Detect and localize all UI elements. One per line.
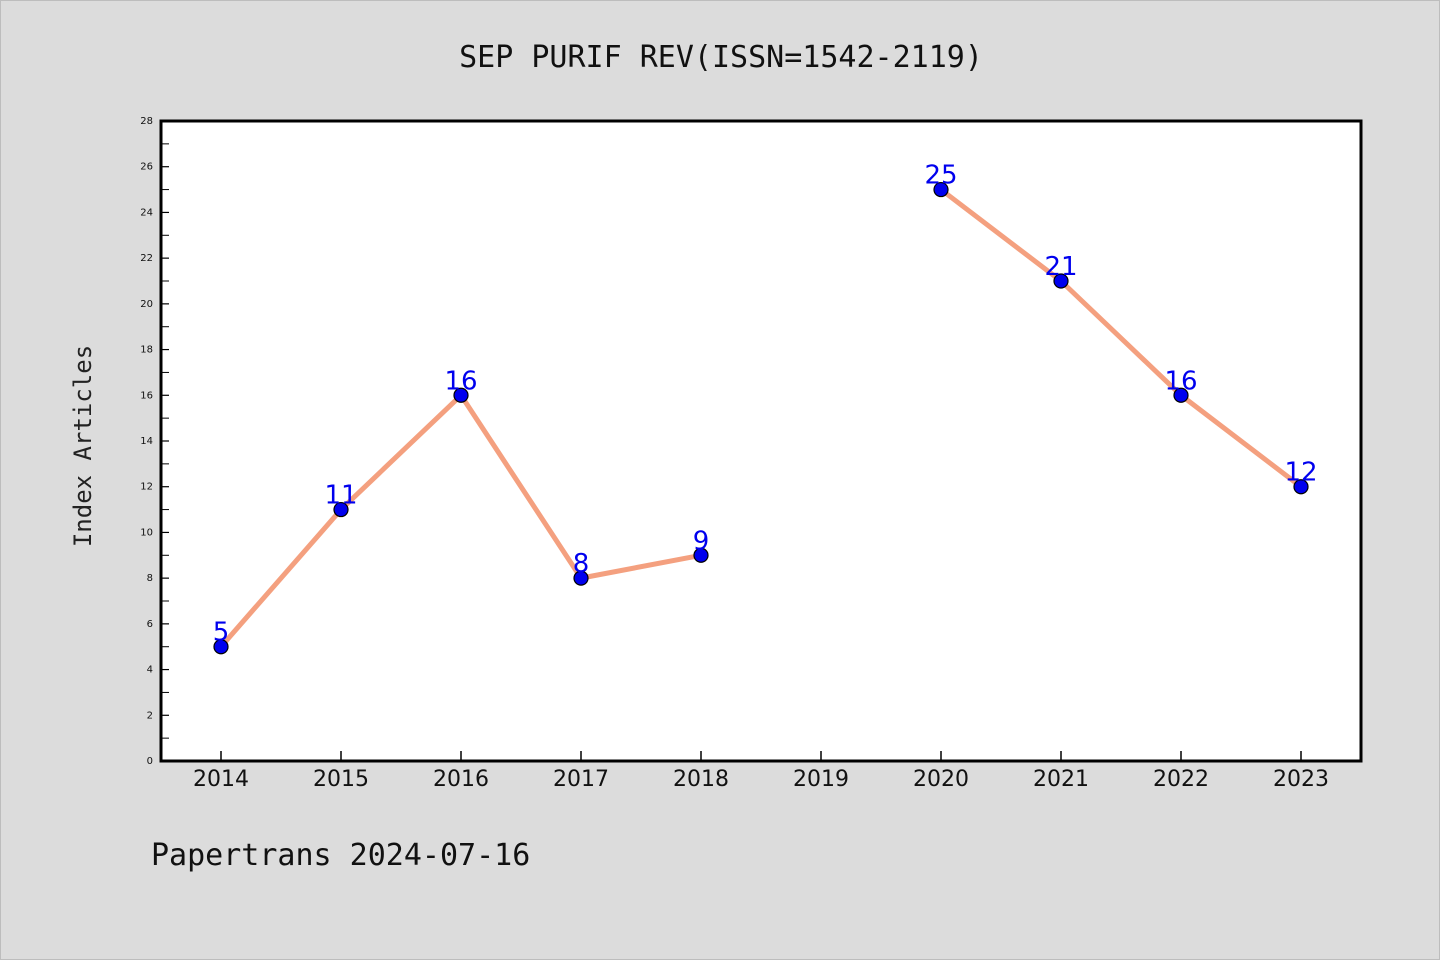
data-label: 25 <box>924 161 957 191</box>
x-tick-label: 2017 <box>553 767 609 792</box>
x-tick-label: 2016 <box>433 767 489 792</box>
data-label: 9 <box>693 526 710 556</box>
series-points <box>213 181 1309 655</box>
y-tick-label: 4 <box>147 665 153 676</box>
y-tick-label: 0 <box>147 756 153 767</box>
y-tick-label: 6 <box>147 619 153 630</box>
y-tick-label: 26 <box>140 162 153 173</box>
x-tick-label: 2018 <box>673 767 729 792</box>
y-tick-label: 24 <box>140 207 153 218</box>
x-tick-label: 2014 <box>193 767 249 792</box>
chart-title: SEP PURIF REV(ISSN=1542-2119) <box>459 40 983 75</box>
data-label: 12 <box>1284 458 1317 488</box>
y-tick-label: 28 <box>140 116 153 127</box>
x-axis: 2014 2015 2016 2017 2018 2019 2020 2021 2022 2023 <box>193 751 1329 792</box>
data-point <box>693 547 709 563</box>
data-point <box>1173 387 1189 403</box>
data-labels: 5 11 16 8 9 25 21 16 12 <box>213 161 1318 648</box>
y-tick-label: 20 <box>140 299 153 310</box>
data-point <box>1053 273 1069 289</box>
data-point <box>453 387 469 403</box>
y-axis-label: Index Articles <box>69 345 97 547</box>
y-tick-label: 16 <box>140 390 153 401</box>
x-tick-label: 2019 <box>793 767 849 792</box>
data-point <box>933 181 949 198</box>
data-label: 16 <box>444 366 477 396</box>
y-tick-label: 14 <box>140 436 153 447</box>
plot-area <box>159 119 1363 763</box>
y-tick-label: 22 <box>140 253 153 264</box>
x-tick-label: 2021 <box>1033 767 1089 792</box>
y-tick-label: 10 <box>140 527 153 538</box>
y-tick-label: 2 <box>147 710 153 721</box>
data-point <box>573 570 589 586</box>
data-label: 21 <box>1044 252 1077 282</box>
series-line-segment <box>938 187 1304 490</box>
y-tick-label: 18 <box>140 345 153 356</box>
x-tick-label: 2022 <box>1153 767 1209 792</box>
data-point <box>213 639 229 655</box>
x-tick-label: 2015 <box>313 767 369 792</box>
data-label: 11 <box>324 481 357 511</box>
y-tick-label: 12 <box>140 482 153 493</box>
y-tick-label: 8 <box>147 573 153 584</box>
data-label: 8 <box>573 549 590 579</box>
data-label: 5 <box>213 618 230 648</box>
data-point <box>1293 479 1309 495</box>
x-tick-label: 2023 <box>1273 767 1329 792</box>
data-label: 16 <box>1164 366 1197 396</box>
data-point <box>333 501 349 518</box>
x-tick-label: 2020 <box>913 767 969 792</box>
footer-text: Papertrans 2024-07-16 <box>151 838 530 873</box>
